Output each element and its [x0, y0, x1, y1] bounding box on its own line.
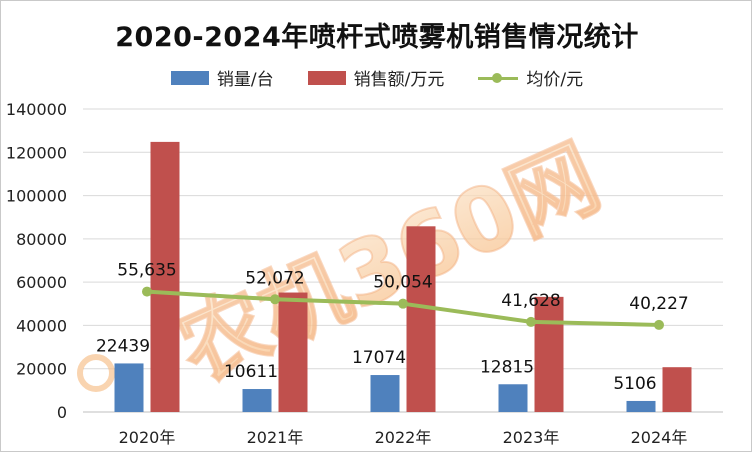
average-price-point [270, 294, 280, 305]
legend-label-average-price: 均价/元 [526, 70, 584, 90]
y-tick-labels: 0 20000 40000 60000 80000 100000 120000 140000 [6, 100, 67, 422]
x-tick-label: 2024年 [631, 428, 688, 447]
legend-item-average-price: 均价/元 [478, 65, 583, 90]
x-tick-label: 2021年 [247, 428, 304, 447]
y-tick-label: 20000 [16, 360, 67, 379]
y-tick-label: 40000 [16, 316, 67, 335]
legend-swatch-average-price [478, 71, 519, 85]
legend-item-sales-revenue: 销售额/万元 [307, 65, 445, 90]
chart-title: 2020-2024年喷杆式喷雾机销售情况统计 [115, 22, 639, 53]
data-label-sales-volume: 22439 [96, 336, 150, 356]
watermark-ring [77, 354, 115, 392]
data-label-average-price: 41,628 [501, 291, 560, 311]
legend-label-sales-revenue: 销售额/万元 [353, 70, 445, 90]
average-price-point [142, 286, 152, 297]
data-label-average-price: 40,227 [629, 294, 688, 314]
data-label-sales-volume: 17074 [352, 348, 406, 368]
y-tick-label: 100000 [6, 187, 67, 206]
data-label-sales-volume: 10611 [224, 362, 278, 382]
legend-swatch-sales-revenue [307, 70, 346, 85]
y-tick-label: 60000 [16, 273, 67, 292]
data-labels: 22439 10611 17074 12815 5106 55,635 52,072 50,0… [96, 261, 689, 394]
bar-sales-volume [626, 400, 656, 412]
legend-item-sales-volume: 销量/台 [170, 65, 274, 90]
x-tick-label: 2020年 [119, 428, 176, 447]
bar-sales-volume [242, 389, 272, 412]
data-label-average-price: 52,072 [245, 268, 304, 288]
average-price-line [142, 286, 664, 330]
data-label-sales-volume: 5106 [613, 374, 656, 394]
average-price-point [654, 319, 664, 330]
bar-sales-revenue [534, 296, 564, 412]
bar-sales-volume [370, 375, 400, 412]
x-tick-labels: 2020年 2021年 2022年 2023年 2024年 [119, 428, 688, 447]
bar-sales-revenue [278, 292, 308, 412]
y-tick-label: 80000 [16, 230, 67, 249]
y-tick-label: 140000 [6, 100, 67, 119]
bars [114, 141, 692, 412]
x-tick-label: 2023年 [503, 428, 560, 447]
average-price-point [398, 298, 408, 309]
legend: 销量/台 销售额/万元 均价/元 [1, 65, 752, 90]
legend-swatch-sales-volume [170, 70, 209, 85]
data-label-average-price: 50,054 [373, 273, 432, 293]
data-label-average-price: 55,635 [117, 261, 176, 281]
bar-sales-revenue [662, 367, 692, 412]
y-tick-label: 120000 [6, 143, 67, 162]
legend-label-sales-volume: 销量/台 [216, 70, 274, 90]
data-label-sales-volume: 12815 [480, 357, 534, 377]
x-tick-label: 2022年 [375, 428, 432, 447]
bar-sales-volume [498, 384, 528, 412]
y-tick-label: 0 [57, 403, 67, 422]
bar-sales-revenue [406, 226, 436, 412]
average-price-point [526, 316, 536, 327]
bar-sales-volume [114, 363, 144, 412]
bar-sales-revenue [150, 141, 180, 412]
